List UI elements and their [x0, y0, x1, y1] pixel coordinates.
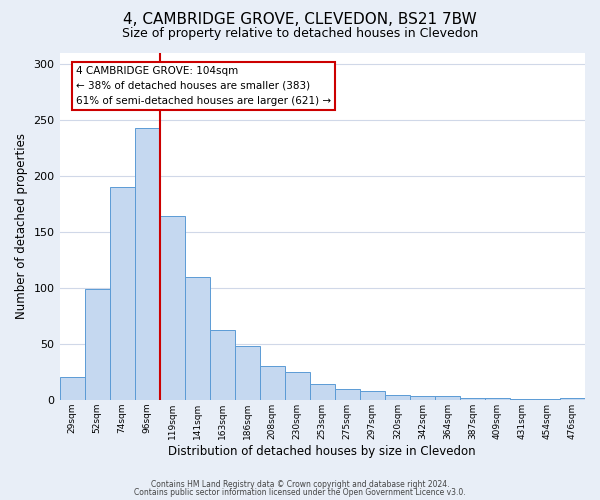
Bar: [110, 187, 134, 400]
Text: 4 CAMBRIDGE GROVE: 104sqm
← 38% of detached houses are smaller (383)
61% of semi: 4 CAMBRIDGE GROVE: 104sqm ← 38% of detac…: [76, 66, 331, 106]
Bar: [134, 128, 160, 400]
Bar: [485, 398, 510, 400]
Y-axis label: Number of detached properties: Number of detached properties: [15, 133, 28, 319]
Bar: [85, 289, 110, 400]
Bar: [510, 398, 535, 400]
Bar: [460, 398, 485, 400]
Text: 4, CAMBRIDGE GROVE, CLEVEDON, BS21 7BW: 4, CAMBRIDGE GROVE, CLEVEDON, BS21 7BW: [123, 12, 477, 28]
Bar: [160, 216, 185, 400]
Bar: [260, 366, 285, 400]
Text: Size of property relative to detached houses in Clevedon: Size of property relative to detached ho…: [122, 28, 478, 40]
Bar: [209, 330, 235, 400]
Text: Contains public sector information licensed under the Open Government Licence v3: Contains public sector information licen…: [134, 488, 466, 497]
Bar: [285, 372, 310, 400]
Bar: [235, 346, 260, 400]
Text: Contains HM Land Registry data © Crown copyright and database right 2024.: Contains HM Land Registry data © Crown c…: [151, 480, 449, 489]
Bar: [410, 396, 435, 400]
Bar: [310, 384, 335, 400]
Bar: [360, 391, 385, 400]
Bar: [335, 388, 360, 400]
Bar: [435, 396, 460, 400]
Bar: [560, 398, 585, 400]
Bar: [59, 378, 85, 400]
Bar: [385, 396, 410, 400]
Bar: [185, 276, 209, 400]
Bar: [535, 398, 560, 400]
X-axis label: Distribution of detached houses by size in Clevedon: Distribution of detached houses by size …: [169, 444, 476, 458]
